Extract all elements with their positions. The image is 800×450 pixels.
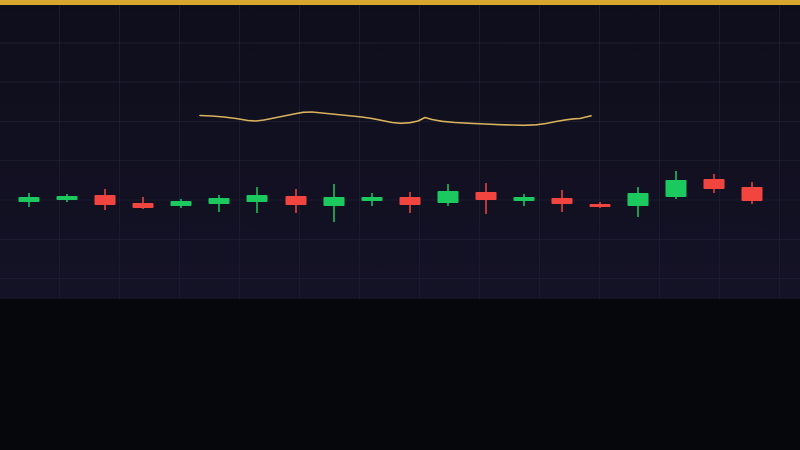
top-accent-bar: [0, 0, 800, 5]
chart-canvas: [18, 111, 763, 222]
caption-panel: Risk Management Rules Professional Tradi…: [0, 299, 800, 450]
candlestick-chart: [0, 0, 800, 299]
